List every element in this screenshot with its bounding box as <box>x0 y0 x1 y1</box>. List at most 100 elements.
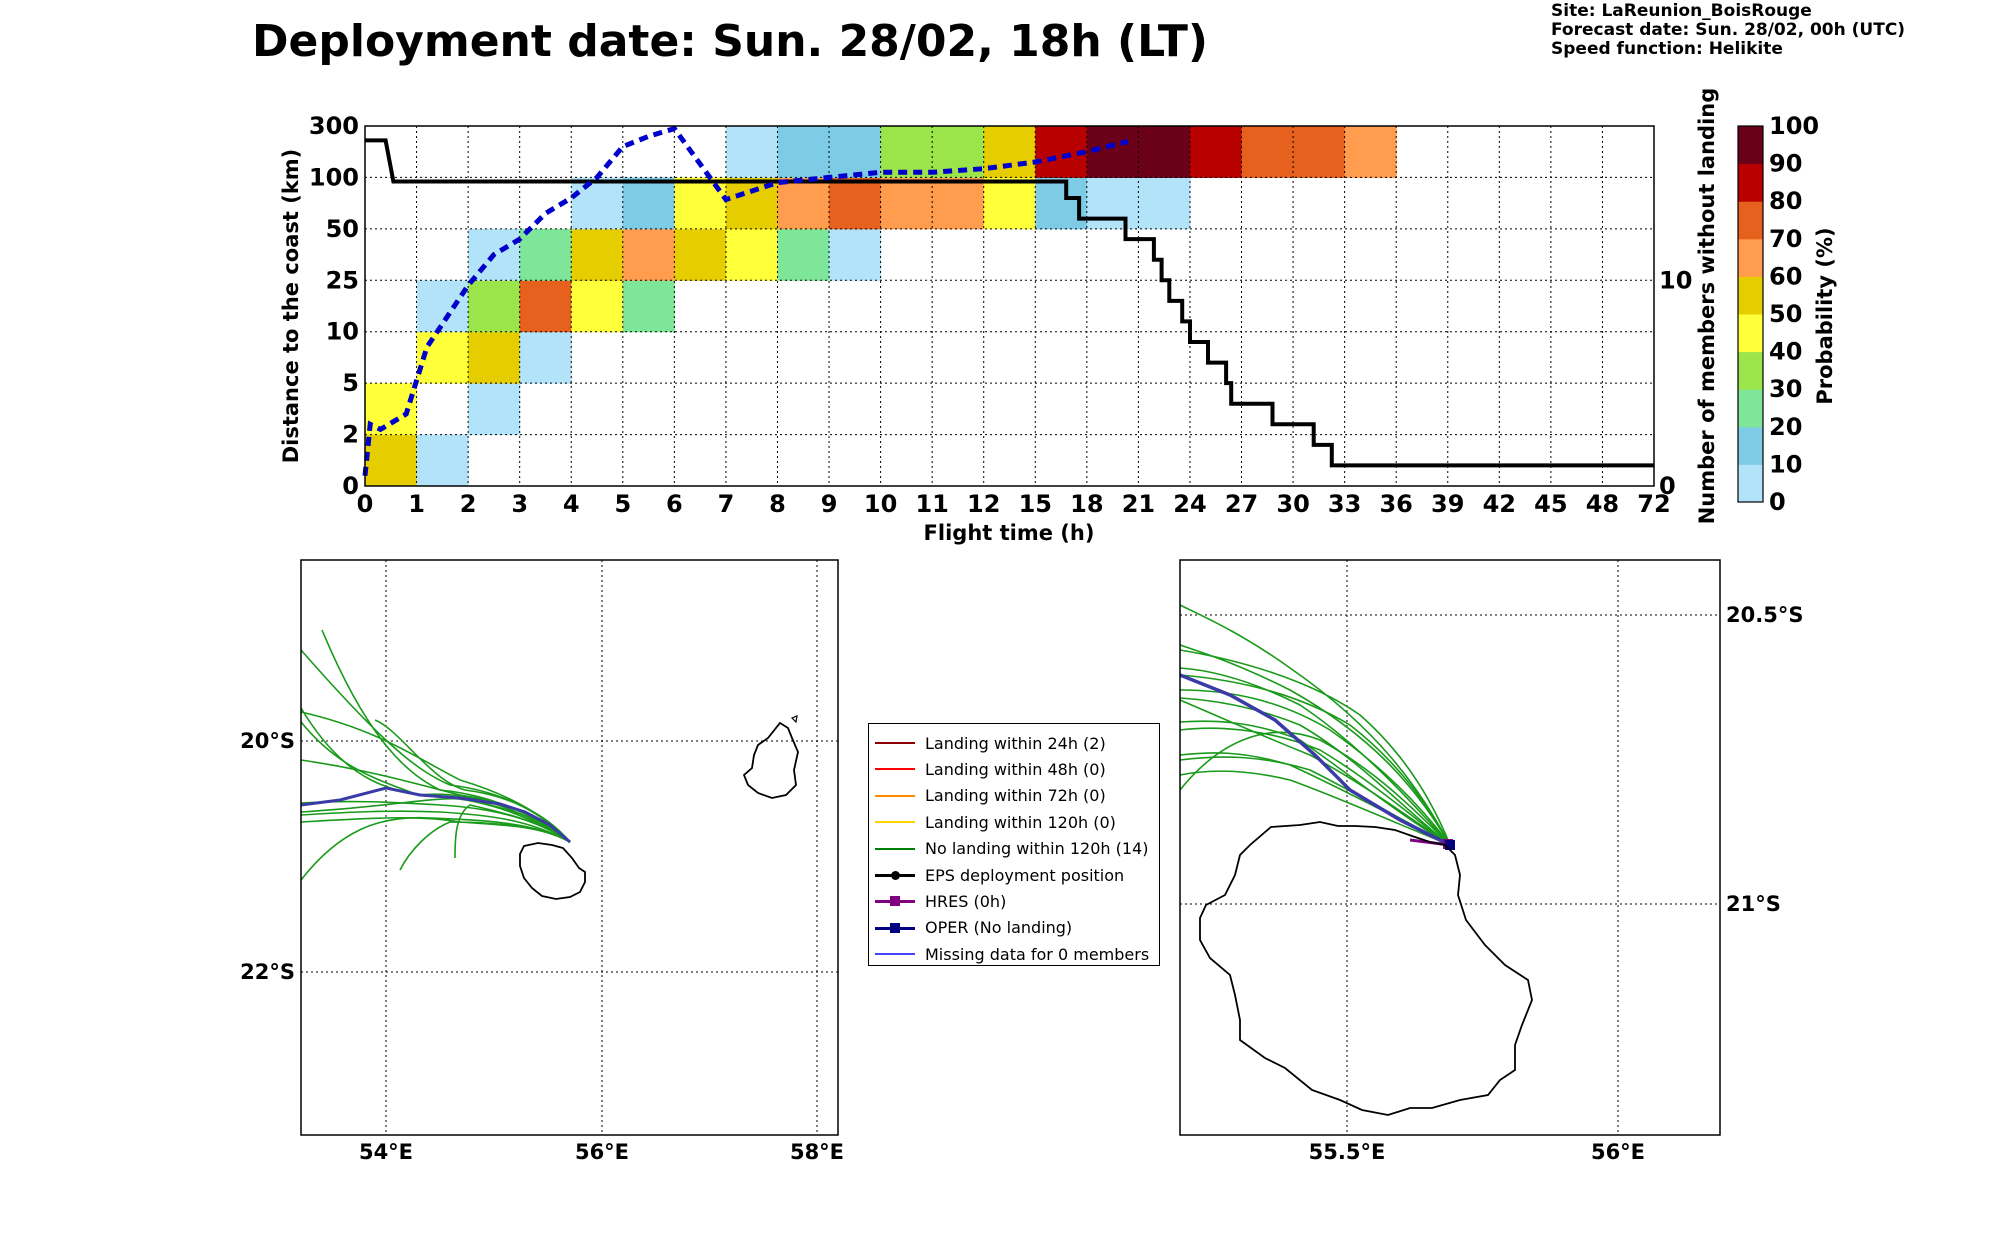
y-tick-label: 10 <box>326 318 359 346</box>
heatmap-cell <box>622 280 675 333</box>
legend-swatch <box>875 786 915 806</box>
right-y-axis-label: Number of members without landing <box>1695 88 1719 525</box>
x-tick-label: 30 <box>1276 490 1309 518</box>
forecast-date-label: Forecast date: Sun. 28/02, 00h (UTC) <box>1551 20 1906 40</box>
small-island <box>790 715 798 724</box>
grid-lines <box>365 126 1654 486</box>
site-label: Site: LaReunion_BoisRouge <box>1551 1 1812 21</box>
right-y-tick-label: 10 <box>1659 266 1692 294</box>
heatmap-cell <box>365 434 418 487</box>
y-tick-label: 50 <box>326 215 359 243</box>
map-right-oper-track <box>1179 673 1451 847</box>
heatmap-cell <box>932 177 985 230</box>
heatmap-cell <box>416 434 469 487</box>
map-left-frame <box>300 559 839 1136</box>
x-tick-label: 36 <box>1379 490 1412 518</box>
x-tick-label: 27 <box>1225 490 1258 518</box>
legend-item: EPS deployment position <box>869 862 1124 888</box>
colorbar-segment <box>1738 426 1763 465</box>
legend-swatch <box>875 812 915 832</box>
legend-label: No landing within 120h (14) <box>925 839 1149 859</box>
heatmap-cell <box>829 126 882 178</box>
x-tick-label: 7 <box>718 490 735 518</box>
heatmap-cell <box>519 228 572 281</box>
colorbar: 0 10 20 30 40 50 60 70 80 90 100 <box>1737 112 1819 516</box>
legend-item: Landing within 72h (0) <box>869 783 1106 809</box>
heatmap-cell <box>1138 126 1191 178</box>
colorbar-segment <box>1738 276 1763 315</box>
x-tick-label: 1 <box>408 490 425 518</box>
heatmap-cell <box>1086 177 1139 230</box>
map-right-lon-tick: 55.5°E <box>1309 1140 1386 1164</box>
heatmap-cell <box>777 228 830 281</box>
legend-item: Landing within 48h (0) <box>869 756 1106 782</box>
heatmap-cell <box>468 383 521 436</box>
map-left-lon-tick: 54°E <box>359 1140 413 1164</box>
y-tick-label: 5 <box>342 369 359 397</box>
y-tick-label: 25 <box>326 266 359 294</box>
colorbar-tick-label: 60 <box>1769 262 1802 290</box>
x-tick-label: 33 <box>1328 490 1361 518</box>
x-tick-label: 42 <box>1483 490 1516 518</box>
map-right: 55.5°E 56°E 20.5°S 21°S <box>1179 559 1803 1164</box>
legend-swatch <box>875 944 915 964</box>
colorbar-tick-label: 10 <box>1769 450 1802 478</box>
heatmap-cell <box>829 177 882 230</box>
colorbar-segment <box>1738 314 1763 353</box>
heatmap-cell <box>1344 126 1397 178</box>
colorbar-label: Probability (%) <box>1813 227 1837 404</box>
colorbar-tick-label: 90 <box>1769 150 1802 178</box>
map-right-lat-tick: 21°S <box>1726 892 1781 916</box>
legend-label: HRES (0h) <box>925 891 1007 911</box>
x-tick-label: 15 <box>1019 490 1052 518</box>
x-tick-label: 12 <box>967 490 1000 518</box>
x-tick-label: 45 <box>1534 490 1567 518</box>
x-tick-labels: 0 1 2 3 4 5 6 7 8 9 10 11 12 15 18 21 24 27 30 33 36 39 42 45 48… <box>357 490 1671 518</box>
heatmap-cell <box>725 126 778 178</box>
legend-item: Missing data for 0 members <box>869 941 1149 967</box>
x-tick-label: 39 <box>1431 490 1464 518</box>
mauritius-island <box>742 721 799 799</box>
map-left-lon-tick: 56°E <box>575 1140 629 1164</box>
x-tick-label: 11 <box>915 490 948 518</box>
legend-swatch <box>875 733 915 753</box>
map-legend: Landing within 24h (2) Landing within 48h… <box>868 723 1160 966</box>
legend-label: Landing within 120h (0) <box>925 812 1116 832</box>
colorbar-tick-label: 40 <box>1769 338 1802 366</box>
colorbar-segment <box>1738 126 1763 165</box>
map-right-grid <box>1180 560 1720 1135</box>
legend-label: Landing within 48h (0) <box>925 759 1106 779</box>
heatmap-cell <box>468 280 521 333</box>
colorbar-segment <box>1738 464 1763 503</box>
colorbar-frame <box>1737 125 1764 503</box>
members-line <box>365 138 1654 468</box>
heatmap-cell <box>1293 126 1346 178</box>
right-y-tick-label: 0 <box>1659 472 1676 500</box>
x-tick-label: 0 <box>357 490 374 518</box>
heatmap-cell <box>829 228 882 281</box>
speed-function-label: Speed function: Helikite <box>1551 39 1783 59</box>
series-lines <box>362 125 1654 476</box>
colorbar-tick-label: 70 <box>1769 225 1802 253</box>
heatmap-cell <box>777 126 830 178</box>
heatmap-cell <box>519 280 572 333</box>
x-tick-label: 18 <box>1070 490 1103 518</box>
heatmap-cell <box>983 177 1036 230</box>
heatmap-cell <box>571 228 624 281</box>
colorbar-segment <box>1738 389 1763 428</box>
map-left-lat-tick: 22°S <box>240 960 295 984</box>
x-tick-label: 3 <box>511 490 528 518</box>
map-left: 54°E 56°E 58°E 20°S 22°S <box>240 559 844 1164</box>
colorbar-tick-label: 100 <box>1769 112 1819 140</box>
y-tick-label: 300 <box>309 112 359 140</box>
legend-item: HRES (0h) <box>869 888 1006 914</box>
heatmap-cell <box>674 228 727 281</box>
legend-item: OPER (No landing) <box>869 915 1072 941</box>
median-distance-line <box>362 125 1129 476</box>
y-tick-label: 0 <box>342 472 359 500</box>
colorbar-tick-label: 80 <box>1769 187 1802 215</box>
chart-title: Deployment date: Sun. 28/02, 18h (LT) <box>252 16 1208 67</box>
oper-marker <box>1445 840 1455 850</box>
x-tick-label: 72 <box>1637 490 1670 518</box>
